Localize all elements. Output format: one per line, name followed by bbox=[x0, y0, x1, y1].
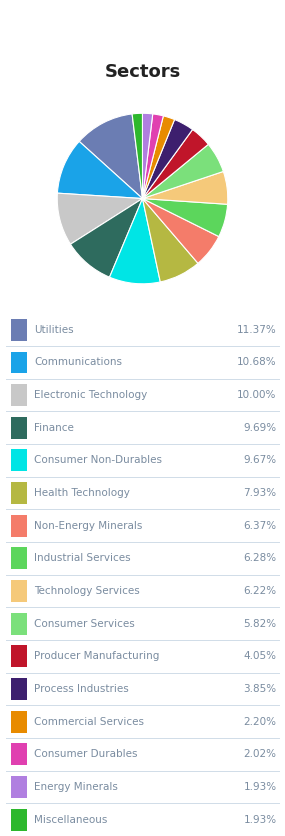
Bar bbox=[11, 450, 27, 472]
Text: Process Industries: Process Industries bbox=[34, 684, 129, 694]
Bar bbox=[11, 678, 27, 700]
Wedge shape bbox=[57, 141, 142, 198]
Bar bbox=[11, 645, 27, 667]
Text: Technology Services: Technology Services bbox=[34, 586, 140, 596]
Wedge shape bbox=[79, 114, 142, 198]
Text: Sectors: Sectors bbox=[104, 63, 181, 81]
Text: 5.82%: 5.82% bbox=[243, 619, 276, 629]
Text: Miscellaneous: Miscellaneous bbox=[34, 814, 107, 824]
Text: 2.20%: 2.20% bbox=[243, 716, 276, 726]
Bar bbox=[11, 515, 27, 537]
Wedge shape bbox=[70, 198, 142, 278]
Wedge shape bbox=[109, 198, 160, 283]
Bar bbox=[11, 417, 27, 439]
Bar bbox=[11, 776, 27, 798]
Text: 6.37%: 6.37% bbox=[243, 521, 276, 531]
Wedge shape bbox=[142, 130, 208, 198]
Text: 4.05%: 4.05% bbox=[243, 651, 276, 661]
Text: Producer Manufacturing: Producer Manufacturing bbox=[34, 651, 160, 661]
Bar bbox=[11, 548, 27, 569]
Wedge shape bbox=[142, 120, 193, 198]
Bar bbox=[11, 351, 27, 374]
Bar bbox=[11, 580, 27, 602]
Text: Industrial Services: Industrial Services bbox=[34, 553, 131, 563]
Text: Consumer Non-Durables: Consumer Non-Durables bbox=[34, 456, 162, 466]
Wedge shape bbox=[142, 171, 228, 204]
Text: Asset Allocation: Asset Allocation bbox=[73, 13, 212, 28]
Text: 10.00%: 10.00% bbox=[237, 390, 276, 400]
Wedge shape bbox=[57, 193, 142, 244]
Wedge shape bbox=[142, 116, 174, 198]
Text: 1.93%: 1.93% bbox=[243, 814, 276, 824]
Bar bbox=[11, 319, 27, 341]
Wedge shape bbox=[132, 114, 142, 198]
Text: Energy Minerals: Energy Minerals bbox=[34, 782, 118, 792]
Text: Non-Energy Minerals: Non-Energy Minerals bbox=[34, 521, 142, 531]
Text: Consumer Durables: Consumer Durables bbox=[34, 749, 138, 759]
Text: 2.02%: 2.02% bbox=[243, 749, 276, 759]
Bar bbox=[11, 482, 27, 504]
Text: Electronic Technology: Electronic Technology bbox=[34, 390, 147, 400]
Text: 1.93%: 1.93% bbox=[243, 782, 276, 792]
Wedge shape bbox=[142, 113, 153, 198]
Bar bbox=[11, 808, 27, 831]
Text: Communications: Communications bbox=[34, 358, 122, 368]
Text: 6.22%: 6.22% bbox=[243, 586, 276, 596]
Text: 9.67%: 9.67% bbox=[243, 456, 276, 466]
Text: Health Technology: Health Technology bbox=[34, 488, 130, 498]
Text: Finance: Finance bbox=[34, 423, 74, 433]
Bar bbox=[11, 613, 27, 635]
Text: 3.85%: 3.85% bbox=[243, 684, 276, 694]
Text: 11.37%: 11.37% bbox=[237, 325, 276, 335]
Wedge shape bbox=[142, 145, 223, 198]
Wedge shape bbox=[142, 198, 228, 237]
Wedge shape bbox=[142, 198, 219, 263]
Wedge shape bbox=[142, 198, 198, 282]
Text: 6.28%: 6.28% bbox=[243, 553, 276, 563]
Text: Utilities: Utilities bbox=[34, 325, 74, 335]
Text: Consumer Services: Consumer Services bbox=[34, 619, 135, 629]
Wedge shape bbox=[142, 114, 163, 198]
Bar bbox=[11, 743, 27, 765]
Text: 10.68%: 10.68% bbox=[237, 358, 276, 368]
Text: Commercial Services: Commercial Services bbox=[34, 716, 144, 726]
Bar bbox=[11, 385, 27, 406]
Text: 9.69%: 9.69% bbox=[243, 423, 276, 433]
Bar bbox=[11, 711, 27, 732]
Text: 7.93%: 7.93% bbox=[243, 488, 276, 498]
